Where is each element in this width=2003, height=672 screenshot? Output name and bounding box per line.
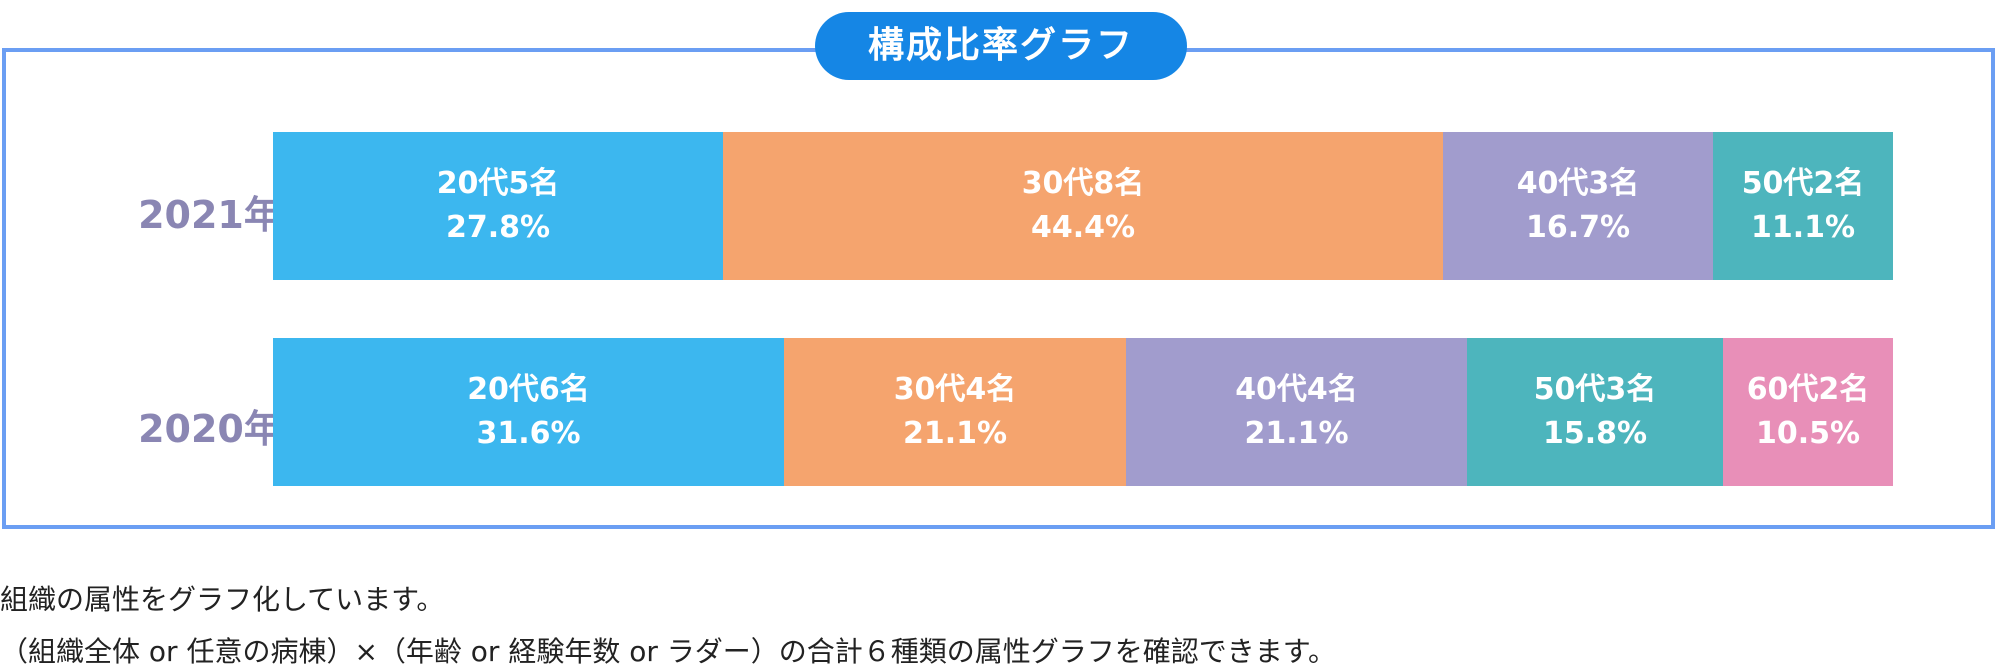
segment-label: 30代4名: [893, 372, 1017, 407]
segment-percent: 21.1%: [1244, 416, 1349, 451]
note-line-1: 組織の属性をグラフ化しています。: [0, 583, 445, 616]
bar-segment: 50代2名 11.1%: [1713, 132, 1893, 280]
segment-percent: 10.5%: [1755, 416, 1861, 451]
bar-segment: 20代5名 27.8%: [273, 132, 723, 280]
segment-percent: 11.1%: [1750, 210, 1856, 245]
bar-segment: 30代8名 44.4%: [723, 132, 1443, 280]
bar-row-2020: 20代6名 31.6% 30代4名 21.1% 40代4名 21.1% 50代3名 15.8%…: [273, 338, 1893, 486]
row-label-2021: 2021年: [138, 193, 282, 237]
segment-label: 30代8名: [1021, 166, 1145, 201]
bar-segment: 30代4名 21.1%: [784, 338, 1126, 486]
segment-label: 50代3名: [1533, 372, 1657, 407]
segment-label: 40代3名: [1516, 166, 1640, 201]
segment-percent: 21.1%: [902, 416, 1008, 451]
segment-label: 20代5名: [436, 166, 560, 201]
chart-title-badge: 構成比率グラフ: [815, 12, 1187, 80]
bar-segment: 40代4名 21.1%: [1126, 338, 1467, 486]
bar-row-2021: 20代5名 27.8% 30代8名 44.4% 40代3名 16.7% 50代2名 11.1%: [273, 132, 1893, 280]
segment-percent: 44.4%: [1030, 210, 1136, 245]
segment-percent: 16.7%: [1525, 210, 1631, 245]
row-label-2020: 2020年: [138, 407, 282, 451]
segment-label: 50代2名: [1741, 166, 1865, 201]
bar-segment: 20代6名 31.6%: [273, 338, 784, 486]
note-line-2: （組織全体 or 任意の病棟）×（年齢 or 経験年数 or ラダー）の合計６種…: [0, 635, 1336, 668]
segment-label: 60代2名: [1746, 372, 1870, 407]
segment-label: 40代4名: [1235, 372, 1358, 407]
segment-percent: 27.8%: [445, 210, 551, 245]
segment-percent: 15.8%: [1542, 416, 1648, 451]
bar-segment: 50代3名 15.8%: [1467, 338, 1723, 486]
bar-segment: 60代2名 10.5%: [1723, 338, 1893, 486]
segment-percent: 31.6%: [476, 416, 581, 451]
segment-label: 20代6名: [467, 372, 590, 407]
bar-segment: 40代3名 16.7%: [1443, 132, 1713, 280]
